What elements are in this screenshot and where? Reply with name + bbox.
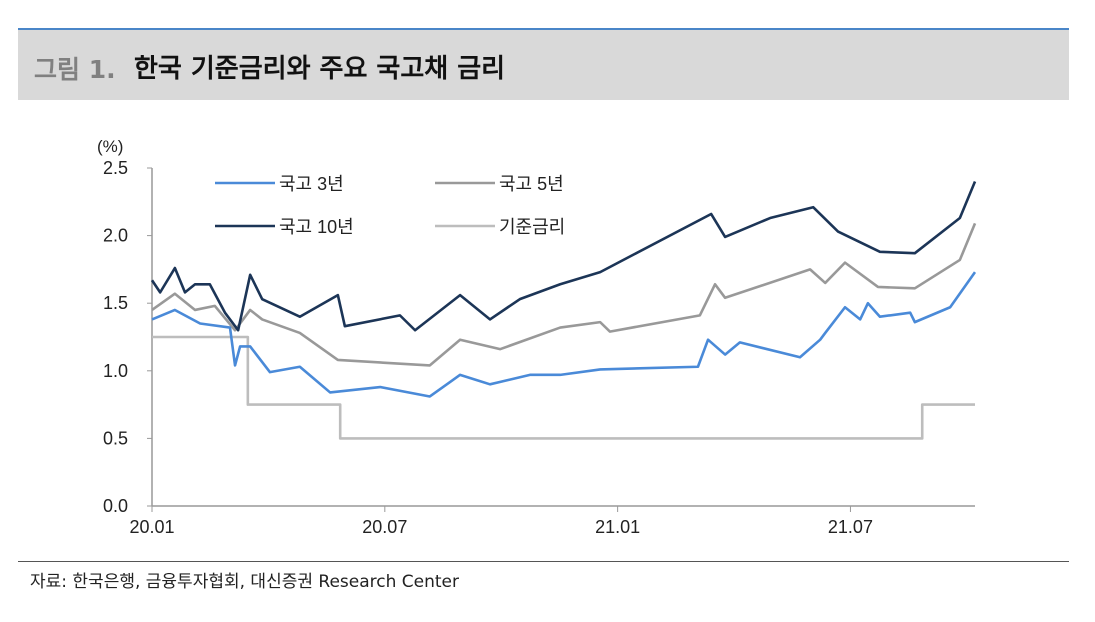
- source-note: 자료: 한국은행, 금융투자협회, 대신증권 Research Center: [30, 572, 459, 592]
- y-tick-label: 0.0: [103, 496, 128, 516]
- x-tick-label: 20.07: [362, 517, 407, 537]
- y-tick-label: 1.5: [103, 293, 128, 313]
- figure-number: 그림 1.: [34, 55, 116, 84]
- legend-label: 국고 5년: [499, 174, 564, 194]
- figure-header: 그림 1. 한국 기준금리와 주요 국고채 금리: [18, 28, 1069, 100]
- y-tick-label: 0.5: [103, 428, 128, 448]
- series-line-3: [152, 335, 975, 440]
- y-tick-label: 1.0: [103, 361, 128, 381]
- x-tick-label: 21.01: [595, 517, 640, 537]
- series-line-1: [151, 222, 977, 367]
- legend-label: 국고 10년: [279, 217, 354, 237]
- y-tick-label: 2.5: [103, 158, 128, 178]
- legend-label: 국고 3년: [279, 174, 344, 194]
- y-tick-label: 2.0: [103, 226, 128, 246]
- x-tick-label: 21.07: [828, 517, 873, 537]
- legend-label: 기준금리: [499, 217, 565, 237]
- source-divider: [18, 561, 1069, 562]
- figure-title: 한국 기준금리와 주요 국고채 금리: [134, 54, 506, 84]
- x-tick-label: 20.01: [129, 517, 174, 537]
- y-axis-label: (%): [97, 137, 123, 156]
- series-line-0: [151, 271, 977, 398]
- series-line-2: [150, 181, 977, 332]
